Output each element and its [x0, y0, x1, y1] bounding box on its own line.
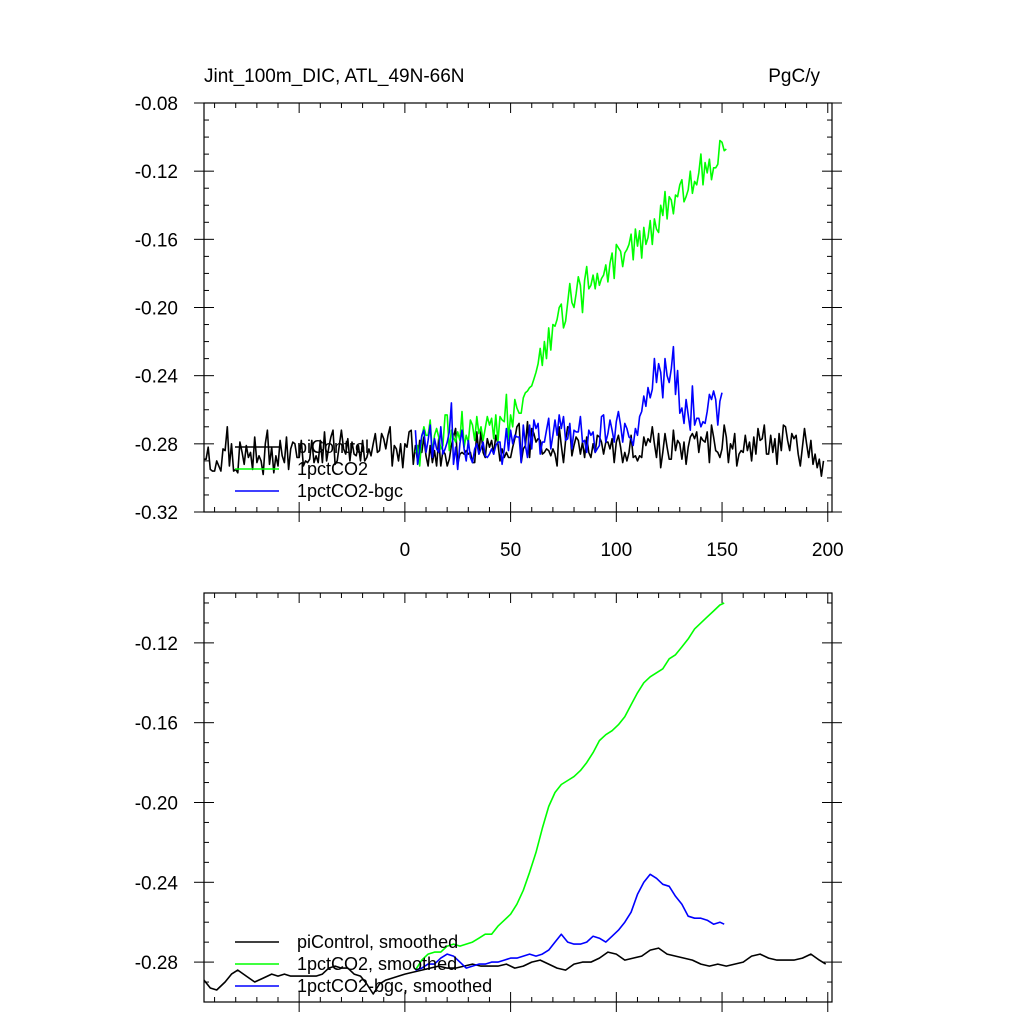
bottom-series-lines [203, 602, 827, 995]
y-tick-label: -0.28 [135, 953, 178, 974]
legend-entry: 1pctCO2-bgc [297, 481, 403, 501]
y-tick-label: -0.16 [135, 230, 178, 251]
bottom-plot-frame [203, 592, 833, 1003]
chart-title-units: PgC/y [768, 66, 820, 87]
chart-title-left: Jint_100m_DIC, ATL_49N-66N [204, 66, 465, 87]
x-tick-label: 150 [706, 540, 738, 561]
top-chart-panel: Jint_100m_DIC, ATL_49N-66N PgC/y 0 50 100 1… [135, 66, 844, 561]
y-tick-label: -0.12 [135, 634, 178, 655]
top-series-lines [204, 139, 825, 477]
x-tick-label: 200 [812, 540, 844, 561]
series-line-1pctco2-bgc [414, 345, 723, 471]
y-tick-label: -0.12 [135, 162, 178, 183]
legend-entry: 1pctCO2 [297, 459, 368, 479]
y-tick-label: -0.16 [135, 714, 178, 735]
series-line-picontrol-smoothed [203, 947, 827, 995]
x-tick-label: 100 [600, 540, 632, 561]
legend-entry: piControl [297, 437, 369, 457]
y-tick-label: -0.24 [135, 873, 179, 894]
y-tick-label: -0.20 [135, 299, 178, 320]
y-tick-label: -0.20 [135, 793, 178, 814]
legend-entry: piControl, smoothed [297, 932, 458, 952]
bottom-chart-panel: -0.12 -0.16 -0.20 -0.24 -0.28 piControl, smo… [135, 592, 842, 1012]
series-line-1pctco2-smoothed [414, 602, 725, 971]
series-line-1pctco2 [414, 139, 727, 467]
series-line-1pctco2-bgc-smoothed [415, 873, 725, 971]
legend-entry: 1pctCO2-bgc, smoothed [297, 976, 492, 996]
x-tick-label: 50 [500, 540, 521, 561]
x-tick-label: 0 [400, 540, 411, 561]
legend-entry: 1pctCO2, smoothed [297, 954, 457, 974]
top-axes: 0 50 100 150 200 -0.08 -0.12 -0.16 -0.20 -0.24 -0.… [135, 94, 844, 561]
y-tick-label: -0.08 [135, 94, 178, 115]
y-tick-label: -0.24 [135, 367, 179, 388]
bottom-axes: -0.12 -0.16 -0.20 -0.24 -0.28 [135, 592, 842, 1012]
y-tick-label: -0.28 [135, 435, 178, 456]
y-tick-label: -0.32 [135, 503, 178, 524]
series-line-picontrol [204, 420, 825, 477]
